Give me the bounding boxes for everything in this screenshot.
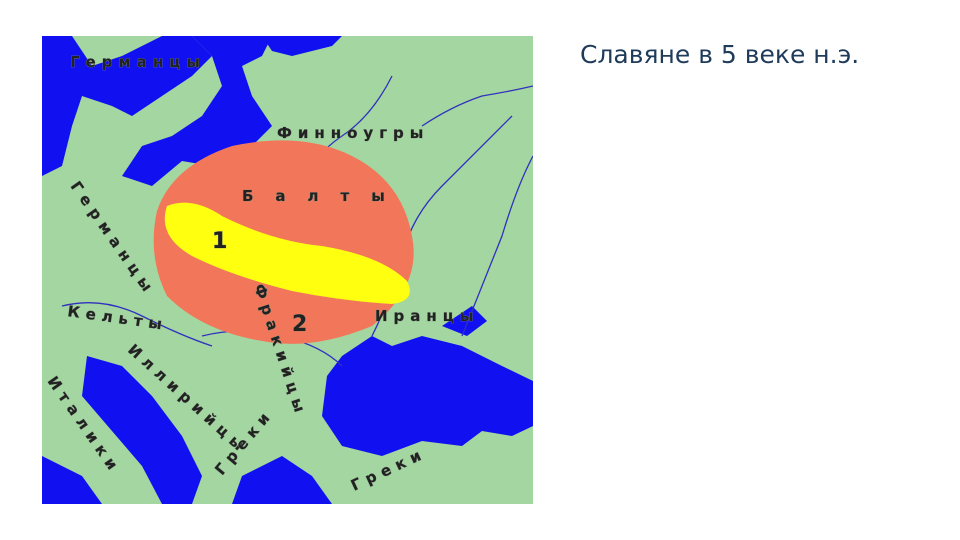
slide-title: Славяне в 5 веке н.э. [580,40,860,69]
label-iranians: Иранцы [375,307,479,325]
label-finno-ugric: Финноугры [277,124,429,142]
ethnic-map: Германцы Финноугры Балты 1 2 Германцы Ке… [42,36,533,504]
adriatic-sea [82,356,202,504]
mediterranean [42,456,102,504]
region-1 [164,202,410,304]
azov-sea [442,306,487,336]
label-germans-north: Германцы [70,53,206,71]
label-region-1: 1 [212,229,227,254]
baltic-sea [42,36,212,176]
label-region-2: 2 [292,312,307,337]
baltic-gulf [262,36,342,56]
aegean-sea [232,456,332,504]
black-sea [322,336,533,456]
label-balts: Балты [242,187,407,205]
